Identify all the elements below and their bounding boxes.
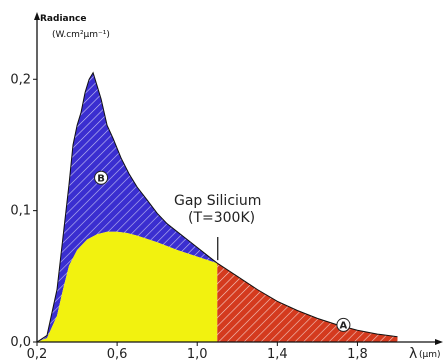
region-b-badge <box>94 170 109 185</box>
region-b-area <box>37 72 218 342</box>
usable-energy-area <box>37 231 218 342</box>
x-axis-unit: (µm) <box>419 350 441 360</box>
region-labels: AB <box>94 170 351 332</box>
gap-annotation-line2: (T=300K) <box>188 210 255 226</box>
region-a-area <box>217 263 398 342</box>
y-tick-label: 0,2 <box>10 72 31 87</box>
x-tick-label: 1,0 <box>187 347 208 360</box>
gap-annotation-line1: Gap Silicium <box>174 193 261 209</box>
x-tick-label: 0,2 <box>27 347 48 360</box>
x-axis-arrow-icon <box>435 339 443 345</box>
y-axis-arrow-icon <box>34 12 40 20</box>
region-a-badge <box>336 317 351 332</box>
y-tick-label: 0,0 <box>10 335 31 350</box>
y-ticks: 0,0 0,1 0,2 <box>10 72 37 350</box>
x-tick-label: 0,6 <box>107 347 128 360</box>
y-tick-label: 0,1 <box>10 204 31 219</box>
y-axis-label: Radiance <box>40 14 86 24</box>
region-a-label: A <box>340 320 348 331</box>
x-tick-label: 1,4 <box>267 347 288 360</box>
x-axis-label: λ <box>409 346 417 360</box>
x-tick-label: 1,8 <box>347 347 368 360</box>
x-ticks: 0,2 0,6 1,0 1,4 1,8 <box>27 342 368 360</box>
spectrum-curve <box>36 71 398 343</box>
region-b-label: B <box>97 173 105 184</box>
y-axis-unit: (W.cm²µm⁻¹) <box>52 30 110 40</box>
